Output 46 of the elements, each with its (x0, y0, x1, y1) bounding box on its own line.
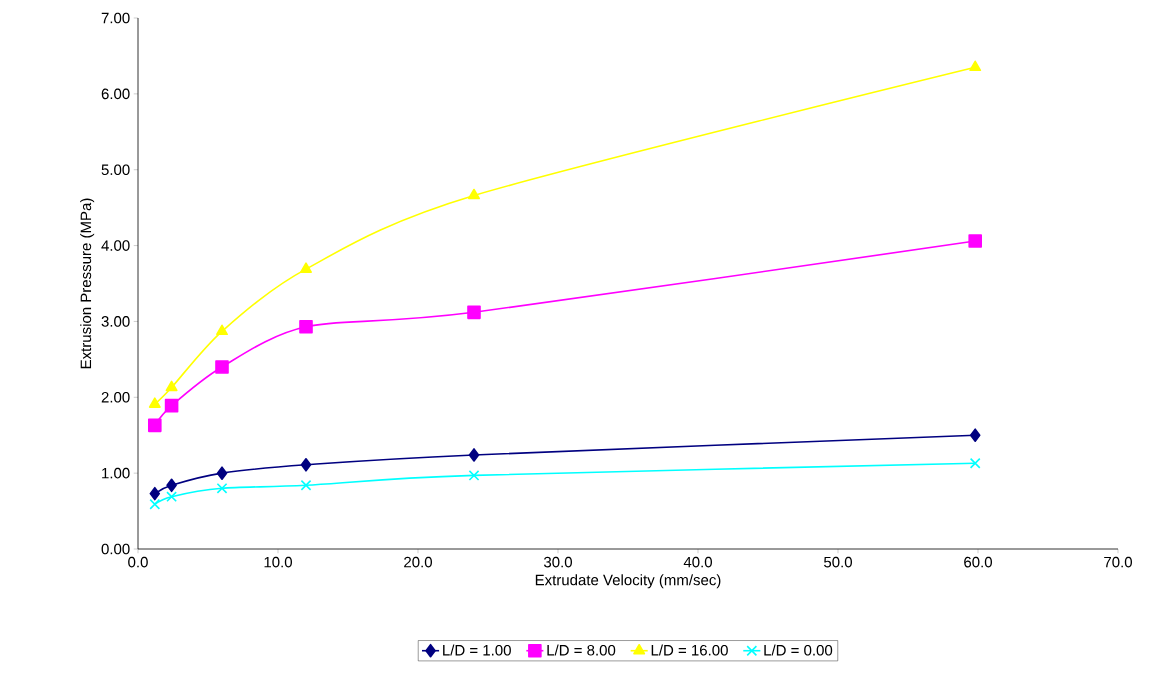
point (467, 305, 481, 320)
legend-label: L/D = 1.00 (443, 644, 511, 656)
legend-label: L/D = 0.00 (764, 644, 833, 656)
x-tick-label: 10.0 (264, 556, 292, 568)
y-tick-label: 0.00 (101, 543, 130, 555)
point (468, 188, 480, 200)
x-tick-label: 70.0 (1104, 556, 1132, 568)
point (164, 398, 179, 413)
x-tick-label: 30.0 (543, 556, 572, 568)
point (216, 324, 228, 336)
point (166, 491, 177, 503)
x-tick-label: 20.0 (404, 556, 432, 568)
point (166, 478, 177, 493)
point (149, 498, 161, 510)
y-tick-label: 2.00 (101, 391, 130, 403)
y-tick-label: 7.00 (101, 12, 130, 24)
point (149, 486, 161, 501)
point (216, 466, 228, 480)
point (216, 482, 228, 494)
point (968, 234, 982, 248)
point (300, 458, 312, 472)
y-tick-label: 4.00 (101, 240, 130, 251)
x-tick-label: 40.0 (683, 556, 712, 568)
point (300, 479, 312, 491)
point (299, 319, 313, 334)
point (969, 60, 982, 72)
x-tick-label: 50.0 (824, 556, 852, 568)
x-tick-label: 0.0 (128, 556, 148, 568)
y-tick-label: 6.00 (101, 88, 130, 100)
point (148, 418, 162, 433)
legend-label: L/D = 8.00 (547, 644, 616, 656)
y-tick-label: 3.00 (101, 316, 130, 327)
point (969, 428, 981, 443)
point (969, 457, 981, 469)
point (300, 262, 312, 273)
point (148, 397, 161, 408)
legend-label: L/D = 16.00 (651, 644, 728, 656)
x-tick-label: 60.0 (964, 556, 992, 568)
y-axis-title: Extrusion Pressure (MPa) (80, 198, 95, 369)
point (468, 448, 480, 462)
x-axis-title: Extrudate Velocity (mm/sec) (535, 574, 721, 589)
y-tick-label: 1.00 (102, 467, 130, 479)
y-tick-label: 5.00 (101, 164, 130, 176)
point (468, 470, 480, 481)
point (165, 380, 178, 392)
point (215, 360, 229, 374)
